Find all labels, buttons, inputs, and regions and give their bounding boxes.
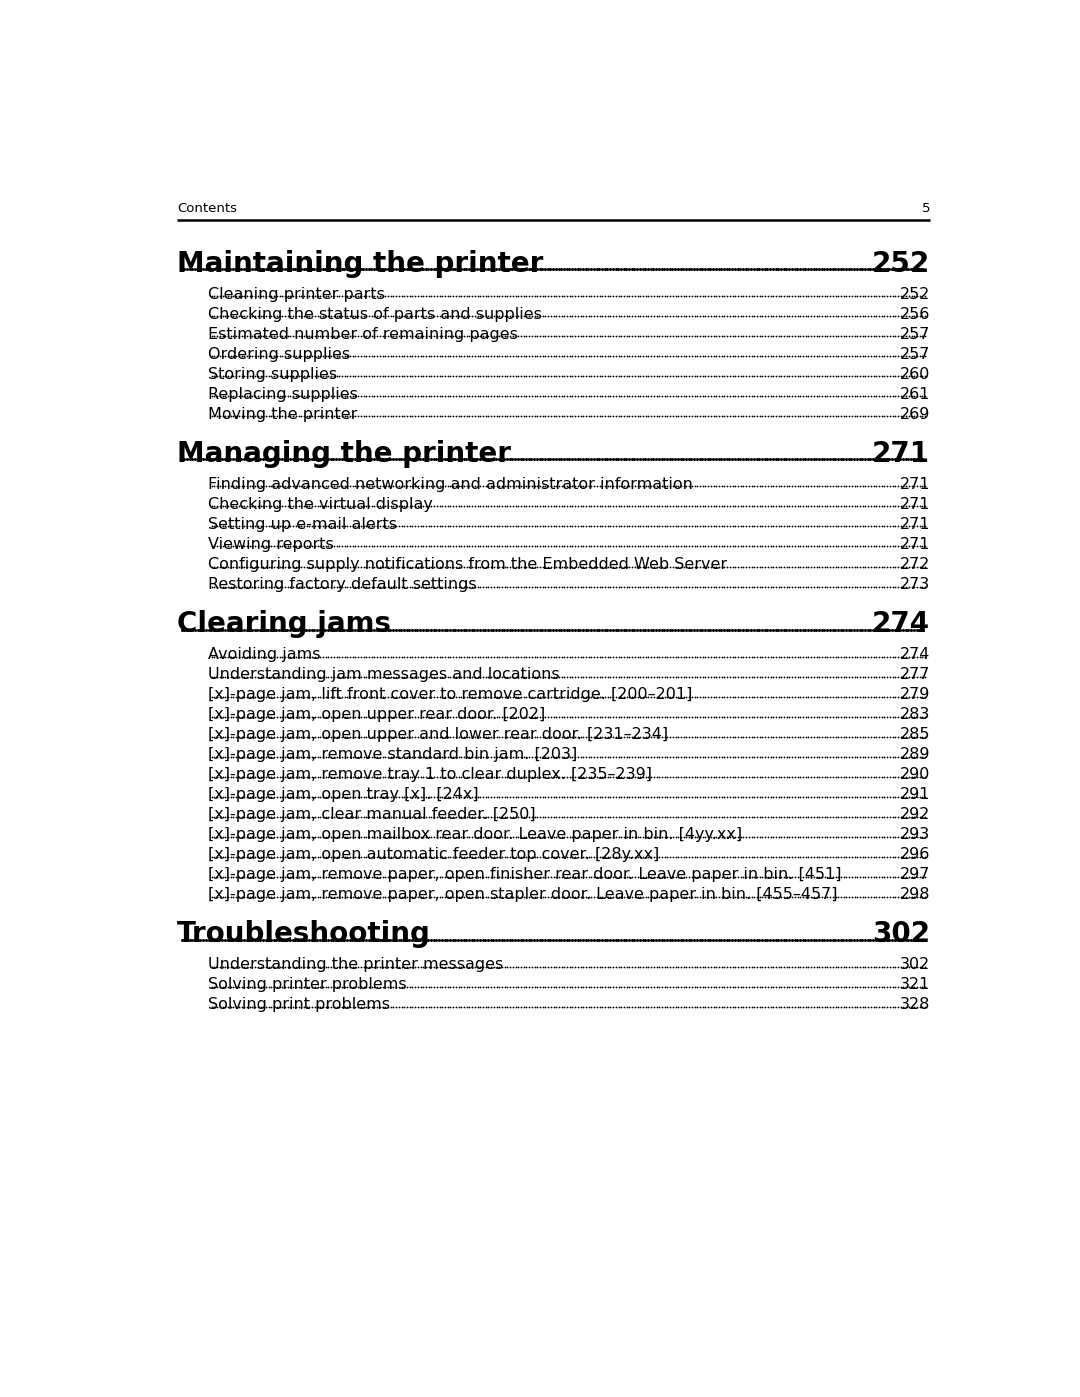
- Text: Setting up e-mail alerts: Setting up e-mail alerts: [207, 517, 396, 532]
- Text: 257: 257: [900, 327, 930, 342]
- Text: 296: 296: [900, 847, 930, 862]
- Text: 252: 252: [872, 250, 930, 278]
- Text: [x]-page jam, remove paper, open finisher rear door. Leave paper in bin. [451]: [x]-page jam, remove paper, open finishe…: [207, 868, 841, 882]
- Text: 289: 289: [900, 747, 930, 761]
- Text: Maintaining the printer: Maintaining the printer: [177, 250, 543, 278]
- Text: Configuring supply notifications from the Embedded Web Server: Configuring supply notifications from th…: [207, 557, 727, 571]
- Text: [x]-page jam, open mailbox rear door. Leave paper in bin. [4yy.xx]: [x]-page jam, open mailbox rear door. Le…: [207, 827, 742, 842]
- Text: 291: 291: [900, 787, 930, 802]
- Text: Avoiding jams: Avoiding jams: [207, 647, 321, 662]
- Text: 272: 272: [900, 557, 930, 571]
- Text: Solving print problems: Solving print problems: [207, 997, 390, 1013]
- Text: Storing supplies: Storing supplies: [207, 366, 337, 381]
- Text: Checking the virtual display: Checking the virtual display: [207, 497, 433, 511]
- Text: 257: 257: [900, 346, 930, 362]
- Text: 260: 260: [900, 366, 930, 381]
- Text: Managing the printer: Managing the printer: [177, 440, 511, 468]
- Text: Viewing reports: Viewing reports: [207, 536, 334, 552]
- Text: 283: 283: [900, 707, 930, 722]
- Text: Cleaning printer parts: Cleaning printer parts: [207, 286, 384, 302]
- Text: Finding advanced networking and administrator information: Finding advanced networking and administ…: [207, 476, 692, 492]
- Text: Moving the printer: Moving the printer: [207, 407, 357, 422]
- Text: 5: 5: [921, 201, 930, 215]
- Text: [x]-page jam, clear manual feeder. [250]: [x]-page jam, clear manual feeder. [250]: [207, 807, 536, 821]
- Text: Understanding jam messages and locations: Understanding jam messages and locations: [207, 666, 559, 682]
- Text: 298: 298: [900, 887, 930, 902]
- Text: 269: 269: [900, 407, 930, 422]
- Text: 271: 271: [900, 536, 930, 552]
- Text: 273: 273: [900, 577, 930, 592]
- Text: 261: 261: [900, 387, 930, 402]
- Text: 271: 271: [900, 476, 930, 492]
- Text: 274: 274: [872, 610, 930, 638]
- Text: [x]-page jam, open automatic feeder top cover. [28y.xx]: [x]-page jam, open automatic feeder top …: [207, 847, 659, 862]
- Text: Clearing jams: Clearing jams: [177, 610, 391, 638]
- Text: 321: 321: [900, 978, 930, 992]
- Text: 277: 277: [900, 666, 930, 682]
- Text: 279: 279: [900, 687, 930, 701]
- Text: Checking the status of parts and supplies: Checking the status of parts and supplie…: [207, 306, 542, 321]
- Text: 271: 271: [873, 440, 930, 468]
- Text: [x]-page jam, open tray [x]. [24x]: [x]-page jam, open tray [x]. [24x]: [207, 787, 478, 802]
- Text: Understanding the printer messages: Understanding the printer messages: [207, 957, 503, 972]
- Text: 302: 302: [872, 921, 930, 949]
- Text: Estimated number of remaining pages: Estimated number of remaining pages: [207, 327, 517, 342]
- Text: [x]-page jam, remove standard bin jam. [203]: [x]-page jam, remove standard bin jam. […: [207, 747, 577, 761]
- Text: [x]-page jam, open upper rear door. [202]: [x]-page jam, open upper rear door. [202…: [207, 707, 545, 722]
- Text: 290: 290: [900, 767, 930, 782]
- Text: 285: 285: [900, 726, 930, 742]
- Text: [x]-page jam, lift front cover to remove cartridge. [200–201]: [x]-page jam, lift front cover to remove…: [207, 687, 692, 701]
- Text: 292: 292: [900, 807, 930, 821]
- Text: 252: 252: [900, 286, 930, 302]
- Text: Contents: Contents: [177, 201, 237, 215]
- Text: [x]-page jam, remove tray 1 to clear duplex. [235–239]: [x]-page jam, remove tray 1 to clear dup…: [207, 767, 652, 782]
- Text: [x]-page jam, open upper and lower rear door. [231–234]: [x]-page jam, open upper and lower rear …: [207, 726, 667, 742]
- Text: 274: 274: [900, 647, 930, 662]
- Text: Replacing supplies: Replacing supplies: [207, 387, 357, 402]
- Text: 256: 256: [900, 306, 930, 321]
- Text: Ordering supplies: Ordering supplies: [207, 346, 350, 362]
- Text: Solving printer problems: Solving printer problems: [207, 978, 406, 992]
- Text: 328: 328: [900, 997, 930, 1013]
- Text: 297: 297: [900, 868, 930, 882]
- Text: 302: 302: [900, 957, 930, 972]
- Text: 293: 293: [900, 827, 930, 842]
- Text: Troubleshooting: Troubleshooting: [177, 921, 431, 949]
- Text: 271: 271: [900, 497, 930, 511]
- Text: [x]-page jam, remove paper, open stapler door. Leave paper in bin. [455–457]: [x]-page jam, remove paper, open stapler…: [207, 887, 837, 902]
- Text: 271: 271: [900, 517, 930, 532]
- Text: Restoring factory default settings: Restoring factory default settings: [207, 577, 476, 592]
